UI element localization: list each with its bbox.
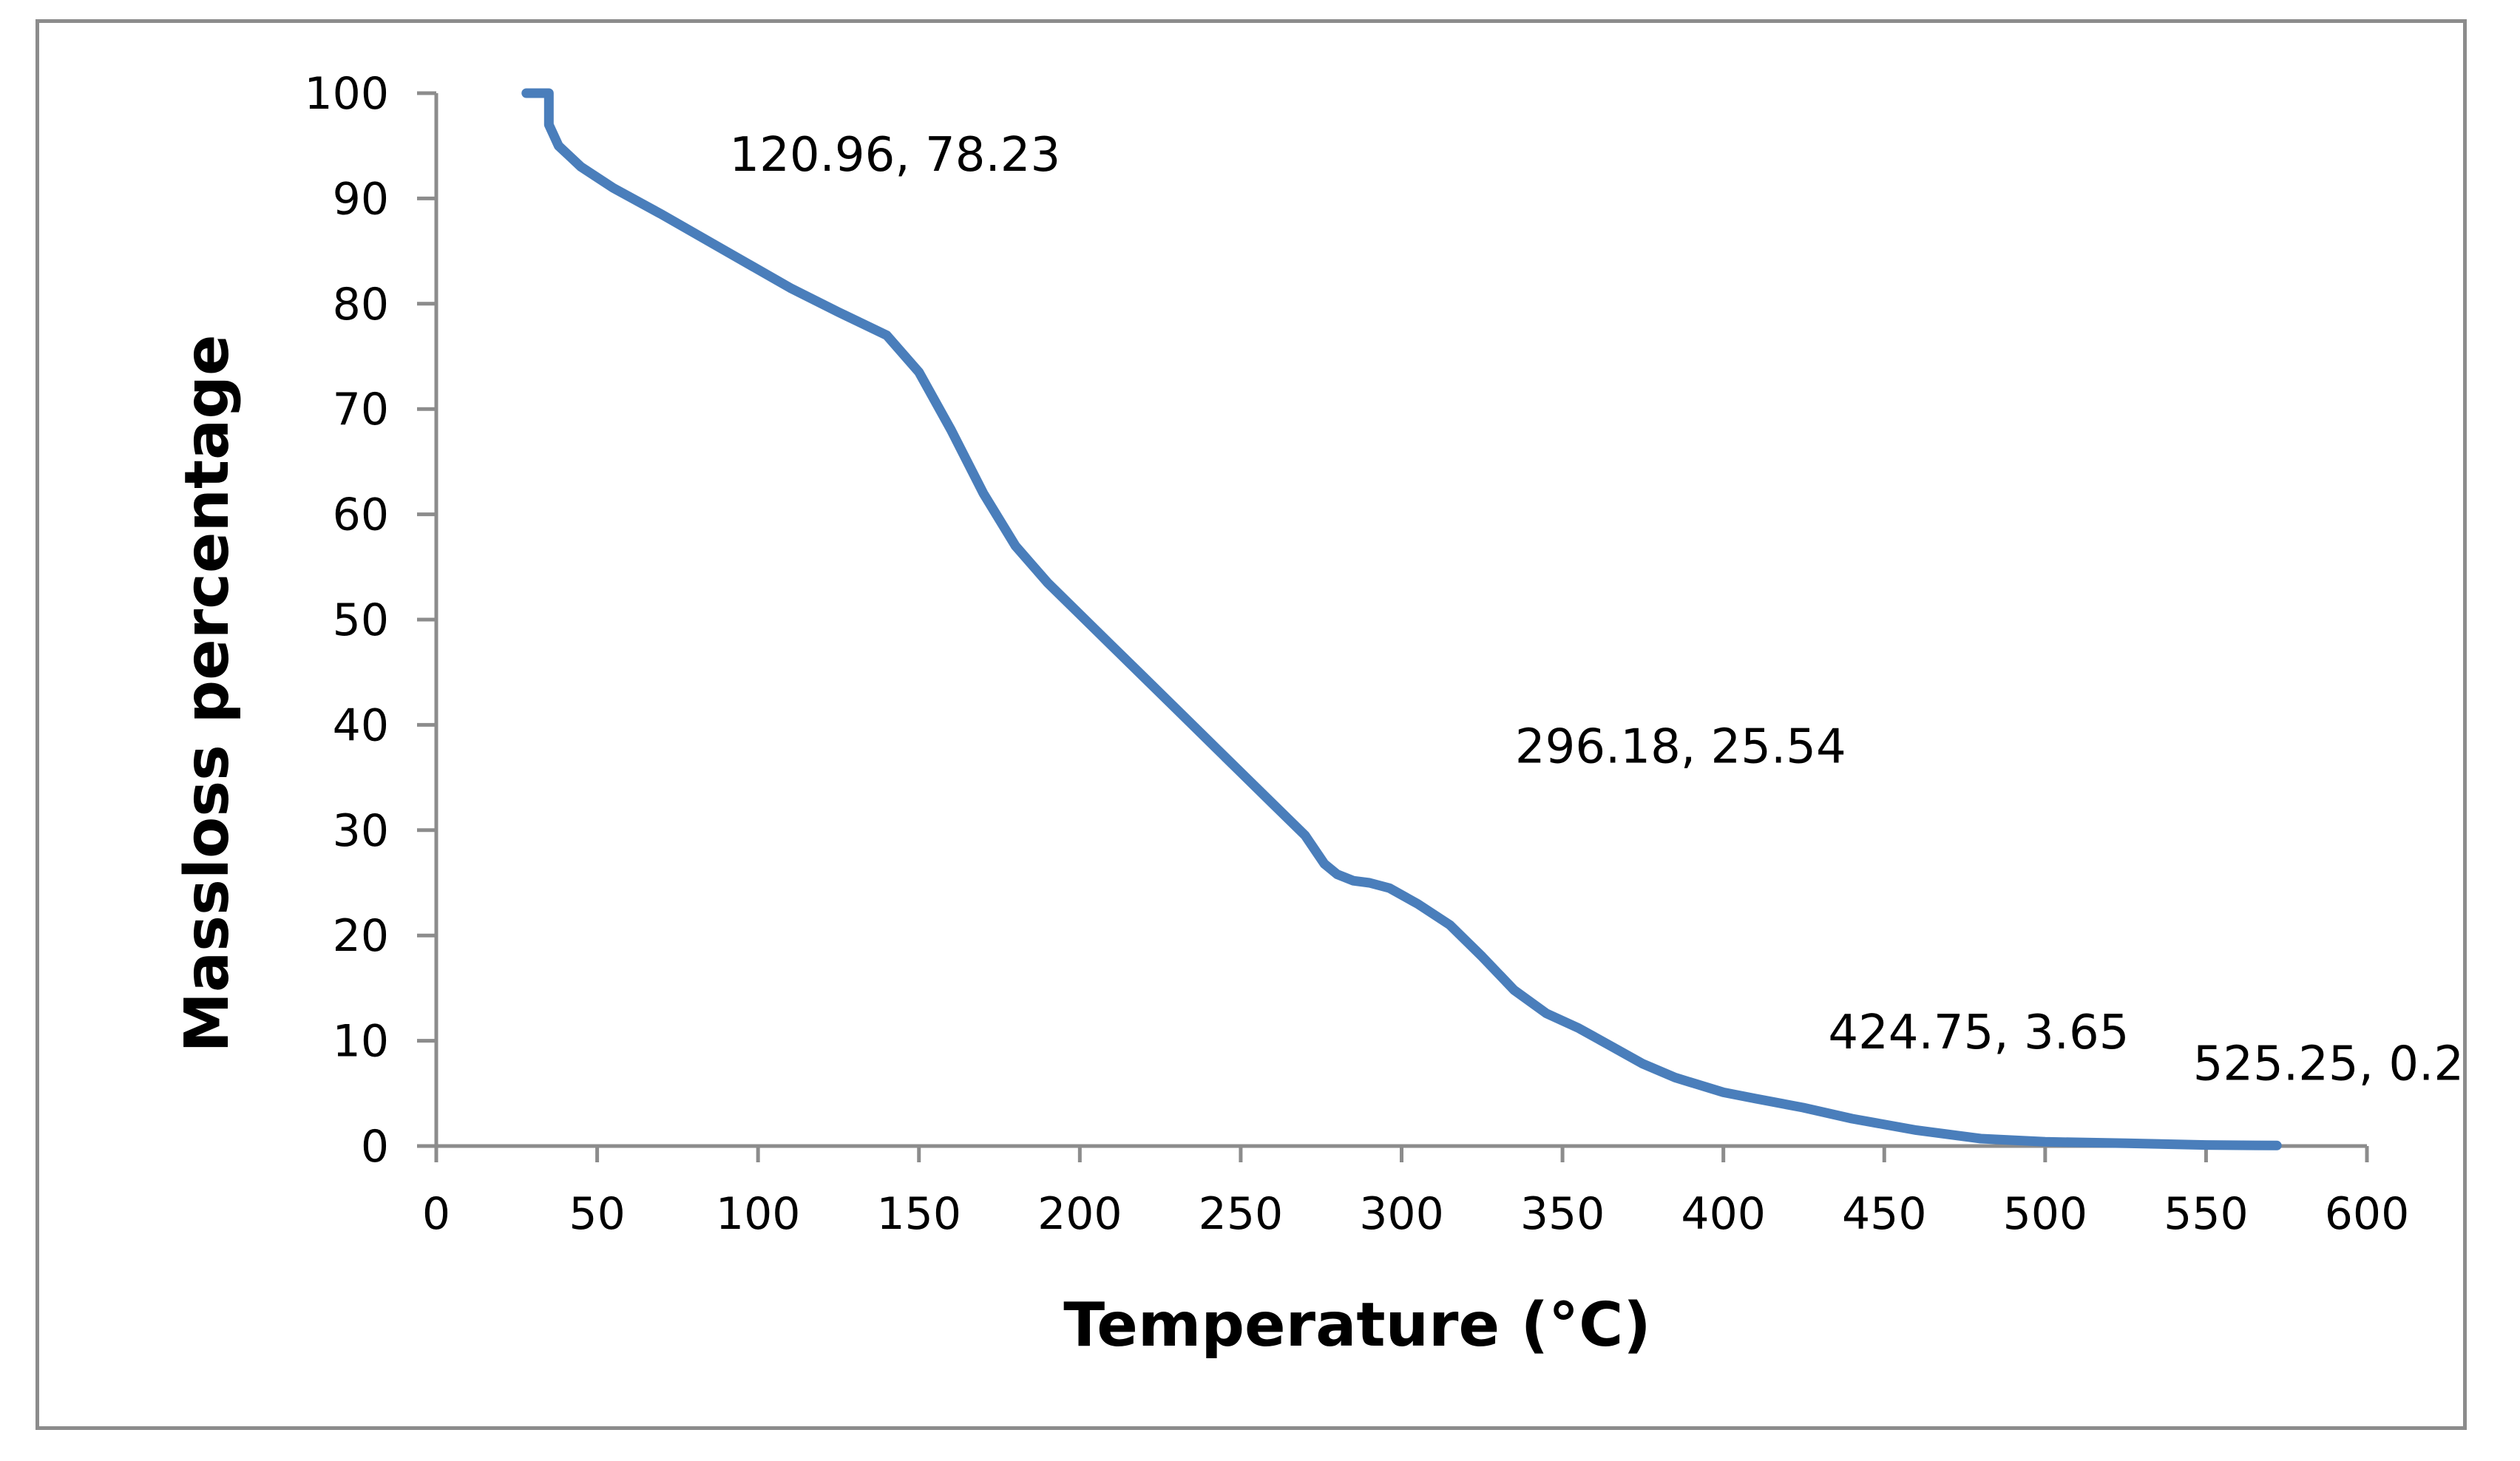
y-tick-label: 80 xyxy=(333,279,389,330)
data-labels: 120.96, 78.23 296.18, 25.54 424.75, 3.65 52… xyxy=(729,128,2463,1091)
y-tick-label: 10 xyxy=(333,1016,389,1068)
data-label: 424.75, 3.65 xyxy=(1828,1006,2129,1060)
y-tick-label: 20 xyxy=(333,910,389,962)
y-tick-label: 90 xyxy=(333,173,389,225)
chart-frame: 0 10 20 30 40 50 60 70 80 90 100 0 50 100 150 200 250 300… xyxy=(35,19,2467,1430)
x-tick-label: 550 xyxy=(2164,1188,2249,1240)
mass-loss-chart: 0 10 20 30 40 50 60 70 80 90 100 0 50 100 150 200 250 300… xyxy=(172,68,2463,1360)
x-tick-label: 400 xyxy=(1681,1188,1766,1240)
data-label: 120.96, 78.23 xyxy=(729,128,1060,183)
y-tick-label: 0 xyxy=(361,1121,389,1173)
data-label: 296.18, 25.54 xyxy=(1515,719,1846,774)
x-tick-label: 50 xyxy=(569,1188,625,1240)
y-axis-title: Massloss percentage xyxy=(172,334,243,1052)
y-tick-label: 30 xyxy=(333,805,389,857)
data-series xyxy=(521,88,2282,1150)
x-tick-label: 0 xyxy=(422,1188,450,1240)
x-axis-title: Temperature (°C) xyxy=(1063,1290,1651,1360)
y-tick-label: 60 xyxy=(333,489,389,541)
y-tick-label: 50 xyxy=(333,594,389,646)
x-tick-label: 350 xyxy=(1520,1188,1605,1240)
x-tick-label: 300 xyxy=(1359,1188,1444,1240)
x-tick-label: 250 xyxy=(1199,1188,1284,1240)
x-tick-label: 600 xyxy=(2325,1188,2410,1240)
series-line xyxy=(521,88,2282,1150)
data-label: 525.25, 0.26 xyxy=(2193,1037,2463,1091)
y-tick-label: 100 xyxy=(304,68,389,120)
x-tick-label: 100 xyxy=(716,1188,801,1240)
x-tick-label: 200 xyxy=(1037,1188,1122,1240)
x-tick-label: 500 xyxy=(2003,1188,2088,1240)
y-tick-label: 70 xyxy=(333,384,389,435)
y-tick-label: 40 xyxy=(333,699,389,751)
x-tick-label: 450 xyxy=(1842,1188,1927,1240)
x-tick-label: 150 xyxy=(876,1188,961,1240)
axis-ticks: 0 10 20 30 40 50 60 70 80 90 100 0 50 100 150 200 250 300… xyxy=(304,68,2409,1240)
